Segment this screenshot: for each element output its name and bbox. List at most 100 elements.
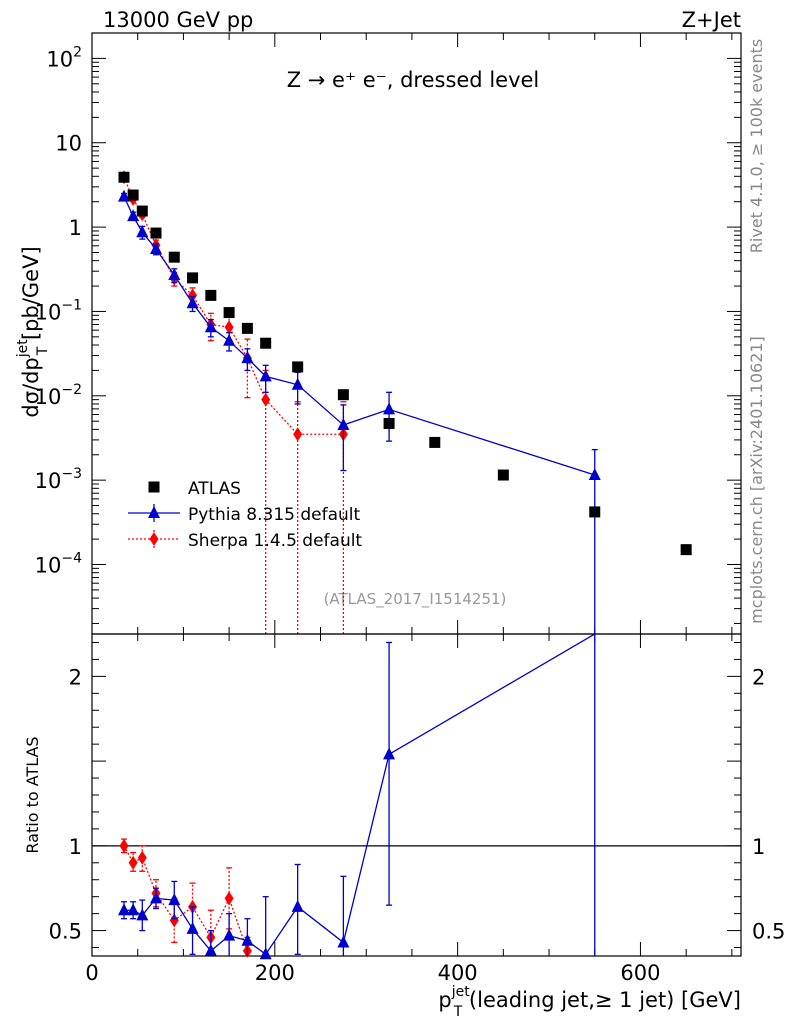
ratio-pythia-point xyxy=(223,928,236,941)
y-tick-label: 1 xyxy=(69,216,82,240)
atlas-point xyxy=(429,436,441,448)
analysis-tag: (ATLAS_2017_I1514251) xyxy=(324,590,507,609)
atlas-point xyxy=(497,469,509,481)
x-label-rest: (leading jet,≥ 1 jet) [GeV] xyxy=(462,988,741,1012)
atlas-point xyxy=(292,361,304,373)
atlas-point xyxy=(118,171,130,183)
y-label-sup: jet xyxy=(15,339,31,359)
x-label-sub: T xyxy=(453,1004,463,1020)
ratio-pythia-point xyxy=(186,921,199,934)
legend-label-sherpa: Sherpa 1.4.5 default xyxy=(188,531,362,551)
sherpa-point xyxy=(261,392,271,407)
y-tick-label: 10−4 xyxy=(35,551,82,578)
process-label: Z+Jet xyxy=(682,8,741,32)
ratio-y-tick-label-right: 2 xyxy=(752,665,765,689)
atlas-point xyxy=(589,506,601,518)
ratio-sherpa-point xyxy=(119,838,129,853)
atlas-point xyxy=(241,322,253,334)
ratio-y-tick-label-left: 1 xyxy=(69,835,82,859)
pythia-point xyxy=(136,225,149,238)
legend-marker-pythia xyxy=(148,506,160,518)
x-tick-label: 0 xyxy=(85,961,98,985)
ratio-pythia-point xyxy=(337,935,350,948)
ratio-y-tick-label-left: 0.5 xyxy=(49,920,82,944)
y-tick-label: 10−3 xyxy=(35,466,82,493)
y-label-sub: T xyxy=(35,346,51,356)
atlas-point xyxy=(337,389,349,401)
atlas-point xyxy=(187,272,199,284)
ratio-sherpa-point xyxy=(128,855,138,870)
ratio-pythia-point xyxy=(241,933,254,946)
pythia-point xyxy=(168,268,181,281)
ratio-ticks: 0 200 400 600 0.5 0.5 1 1 2 2 xyxy=(49,634,785,985)
y-tick-label: 10−2 xyxy=(35,382,82,409)
ratio-y-tick-label-left: 2 xyxy=(69,665,82,689)
side-label-top: Rivet 4.1.0, ≥ 100k events xyxy=(747,39,766,253)
y-tick-label: 10−1 xyxy=(35,297,82,324)
ratio-pythia-point xyxy=(291,899,304,912)
y-label-unit: [pb/GeV] xyxy=(19,246,43,346)
atlas-point xyxy=(150,227,162,239)
legend-marker-atlas xyxy=(148,481,160,493)
x-label-main: p xyxy=(438,988,451,1012)
atlas-point xyxy=(136,205,148,217)
main-ticks: 10−4 10−3 10−2 10−1 1 10 102 xyxy=(35,32,741,634)
pythia-point xyxy=(117,189,130,202)
legend: ATLAS Pythia 8.315 default Sherpa 1.4.5 de… xyxy=(128,479,362,551)
atlas-point xyxy=(223,307,235,319)
pythia-point xyxy=(241,351,254,364)
ratio-pythia-point xyxy=(168,893,181,906)
y-tick-label: 102 xyxy=(46,44,82,71)
ratio-pythia-point xyxy=(383,747,396,760)
pythia-point xyxy=(149,241,162,254)
x-tick-label: 200 xyxy=(255,961,295,985)
ratio-pythia-point xyxy=(117,903,130,916)
main-panel: 10−4 10−3 10−2 10−1 1 10 102 Z → e⁺ e⁻, dresse… xyxy=(35,32,742,635)
x-tick-label: 400 xyxy=(438,961,478,985)
pythia-point xyxy=(337,418,350,431)
ratio-sherpa-point xyxy=(224,891,234,906)
main-y-axis-label: dσ/dpjet T [pb/GeV] xyxy=(15,246,51,417)
pythia-point xyxy=(127,209,140,222)
side-label-bottom: mcplots.cern.ch [arXiv:2401.10621] xyxy=(747,336,766,624)
ratio-data xyxy=(117,633,596,960)
pythia-point xyxy=(588,468,601,481)
y-label-main: dσ/dp xyxy=(19,357,43,417)
x-tick-label: 600 xyxy=(620,961,660,985)
sherpa-point xyxy=(293,427,303,442)
pythia-point xyxy=(204,320,217,333)
atlas-point xyxy=(127,189,139,201)
atlas-point xyxy=(168,251,180,263)
atlas-point xyxy=(205,289,217,301)
ratio-sherpa-point xyxy=(169,913,179,928)
pythia-point xyxy=(223,333,236,346)
ratio-pythia-point xyxy=(136,908,149,921)
ratio-y-label: Ratio to ATLAS xyxy=(23,736,42,853)
pythia-point xyxy=(186,296,199,309)
ratio-y-tick-label-right: 1 xyxy=(752,835,765,859)
pythia-point xyxy=(383,402,396,415)
ratio-pythia-point xyxy=(149,891,162,904)
sherpa-point xyxy=(224,320,234,335)
x-axis-label: pjet T (leading jet,≥ 1 jet) [GeV] xyxy=(438,984,741,1020)
legend-marker-sherpa xyxy=(149,532,159,546)
main-title: Z → e⁺ e⁻, dressed level xyxy=(287,68,540,92)
y-tick-label: 10 xyxy=(55,132,82,156)
legend-label-pythia: Pythia 8.315 default xyxy=(188,505,361,525)
pythia-point xyxy=(259,369,272,382)
pythia-point xyxy=(291,377,304,390)
ratio-pythia-line xyxy=(123,633,596,956)
legend-label-atlas: ATLAS xyxy=(188,479,241,499)
atlas-point xyxy=(680,544,692,556)
main-data xyxy=(117,170,692,634)
atlas-point xyxy=(383,417,395,429)
atlas-point xyxy=(260,337,272,349)
ratio-pythia-point xyxy=(259,947,272,960)
ratio-pythia-point xyxy=(127,903,140,916)
ratio-sherpa-point xyxy=(137,850,147,865)
energy-label: 13000 GeV pp xyxy=(103,8,253,32)
ratio-y-tick-label-right: 0.5 xyxy=(752,920,785,944)
ratio-pythia-point xyxy=(204,943,217,956)
